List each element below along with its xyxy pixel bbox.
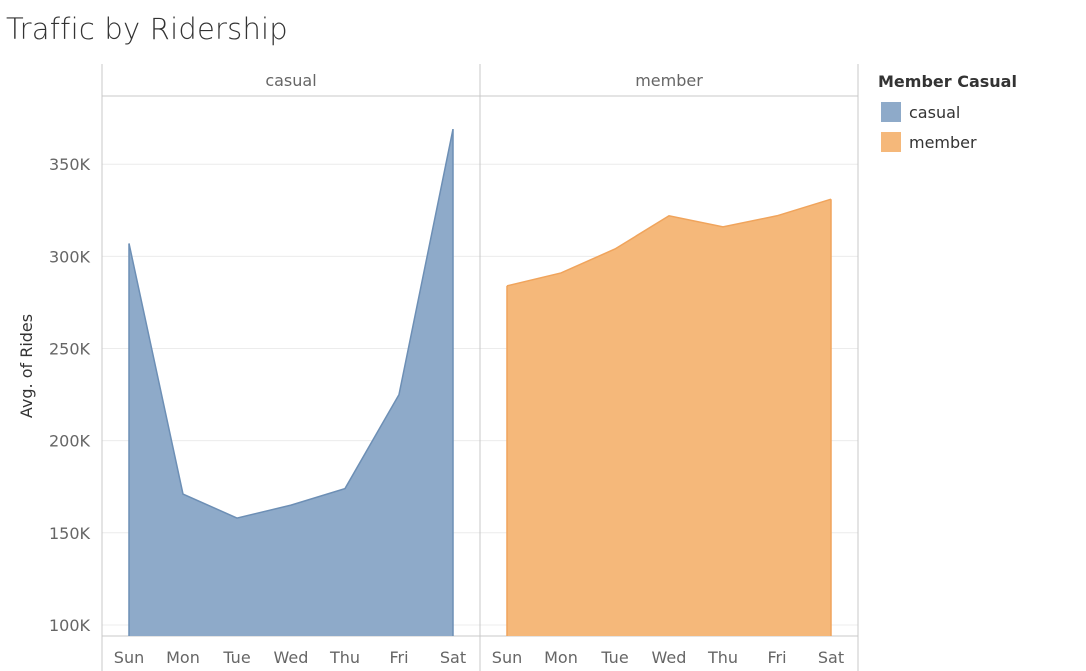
legend-label-casual: casual bbox=[909, 102, 961, 122]
facet-label-member: member bbox=[635, 71, 703, 90]
y-tick-label: 200K bbox=[49, 432, 91, 451]
line-casual bbox=[128, 129, 454, 519]
line-member bbox=[506, 198, 832, 287]
y-axis-title: Avg. of Rides bbox=[17, 314, 36, 418]
y-tick-label: 100K bbox=[49, 616, 91, 635]
x-tick-label-member-wed: Wed bbox=[652, 648, 687, 667]
x-tick-label-member-tue: Tue bbox=[600, 648, 628, 667]
x-tick-label-casual-wed: Wed bbox=[274, 648, 309, 667]
legend-label-member: member bbox=[909, 132, 977, 152]
x-tick-label-member-sat: Sat bbox=[818, 648, 844, 667]
area-member bbox=[507, 199, 831, 636]
facet-label-casual: casual bbox=[265, 71, 316, 90]
area-casual bbox=[129, 129, 453, 636]
y-tick-label: 150K bbox=[49, 524, 91, 543]
legend-swatch-casual bbox=[881, 102, 901, 122]
legend-title: Member Casual bbox=[878, 72, 1017, 91]
x-tick-label-member-sun: Sun bbox=[492, 648, 522, 667]
x-tick-label-casual-thu: Thu bbox=[329, 648, 360, 667]
legend-item-casual[interactable]: casual bbox=[878, 97, 1017, 127]
x-tick-label-casual-mon: Mon bbox=[166, 648, 200, 667]
x-tick-label-member-thu: Thu bbox=[707, 648, 738, 667]
chart-title: Traffic by Ridership bbox=[6, 12, 288, 46]
x-tick-label-casual-fri: Fri bbox=[389, 648, 408, 667]
x-tick-label-member-fri: Fri bbox=[767, 648, 786, 667]
x-tick-label-casual-sat: Sat bbox=[440, 648, 466, 667]
x-tick-label-casual-tue: Tue bbox=[222, 648, 250, 667]
x-tick-label-casual-sun: Sun bbox=[114, 648, 144, 667]
y-tick-label: 300K bbox=[49, 247, 91, 266]
legend-swatch-member bbox=[881, 132, 901, 152]
x-tick-label-member-mon: Mon bbox=[544, 648, 578, 667]
y-tick-label: 350K bbox=[49, 155, 91, 174]
y-tick-label: 250K bbox=[49, 339, 91, 358]
legend: Member Casual casual member bbox=[878, 72, 1017, 157]
legend-item-member[interactable]: member bbox=[878, 127, 1017, 157]
